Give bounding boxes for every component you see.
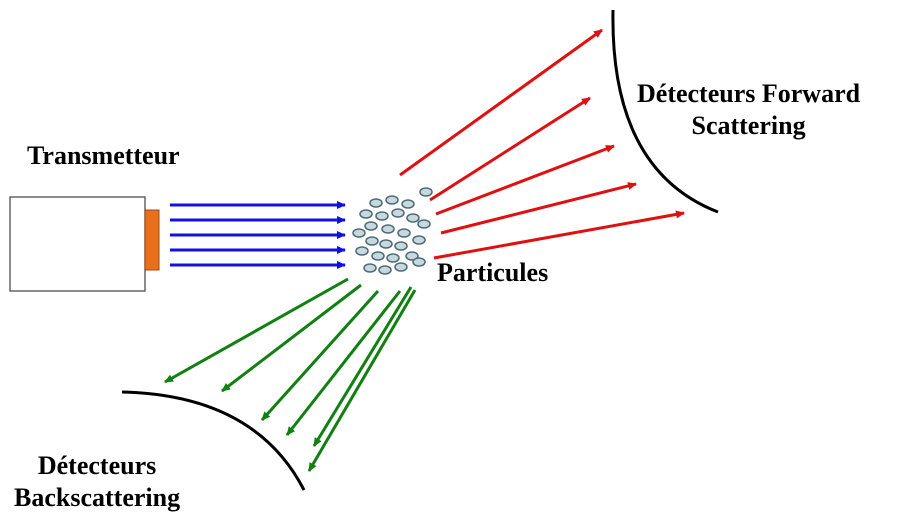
particle xyxy=(412,257,426,267)
particle xyxy=(419,187,433,197)
particle xyxy=(352,228,366,238)
particle xyxy=(375,211,389,221)
particle xyxy=(401,199,415,209)
back-detector-label-line2: Backscattering xyxy=(14,483,181,512)
particle xyxy=(397,228,411,238)
particle xyxy=(379,239,393,249)
particle xyxy=(359,209,373,219)
particle xyxy=(365,236,379,246)
forward-arrow xyxy=(433,210,685,260)
back-detector-label-line1: Détecteurs xyxy=(37,451,157,480)
particle xyxy=(406,213,420,223)
particle xyxy=(363,263,377,273)
back-detector-arc xyxy=(121,390,306,491)
particle xyxy=(369,198,383,208)
particles-label: Particules xyxy=(437,258,549,287)
transmitter-box xyxy=(9,196,146,292)
back-arrow xyxy=(221,283,362,393)
back-scattering-beam xyxy=(164,277,417,472)
particle xyxy=(394,262,408,272)
particle xyxy=(405,251,419,261)
particle xyxy=(394,241,408,251)
back-arrow xyxy=(312,286,413,447)
forward-scattering-beam xyxy=(399,28,685,260)
forward-arrow xyxy=(440,182,637,235)
particle xyxy=(386,253,400,263)
forward-arrow xyxy=(435,144,615,216)
particle xyxy=(364,221,378,231)
particle xyxy=(412,235,426,245)
forward-detector-label: Détecteurs Forward Scattering xyxy=(637,78,860,142)
particle xyxy=(381,224,395,234)
forward-detector-label-line1: Détecteurs Forward xyxy=(637,79,861,108)
forward-arrow xyxy=(429,96,591,202)
particle xyxy=(371,251,385,261)
particle xyxy=(417,219,431,229)
forward-arrow xyxy=(399,28,603,177)
particle xyxy=(378,265,392,275)
transmitter-label: Transmetteur xyxy=(27,141,180,170)
particle xyxy=(385,195,399,205)
transmitter-aperture xyxy=(144,209,160,271)
back-arrow xyxy=(164,277,349,384)
forward-detector-label-line2: Scattering xyxy=(691,111,806,140)
transmitted-beam xyxy=(170,201,346,269)
back-arrow xyxy=(260,289,380,422)
particle-cluster xyxy=(352,187,433,275)
back-arrow xyxy=(285,290,402,436)
back-arrow xyxy=(307,289,417,472)
particle xyxy=(355,246,369,256)
particle xyxy=(391,208,405,218)
transmitter-device xyxy=(9,196,160,292)
back-detector-label: Détecteurs Backscattering xyxy=(14,450,180,514)
forward-detector-arc xyxy=(611,9,719,214)
